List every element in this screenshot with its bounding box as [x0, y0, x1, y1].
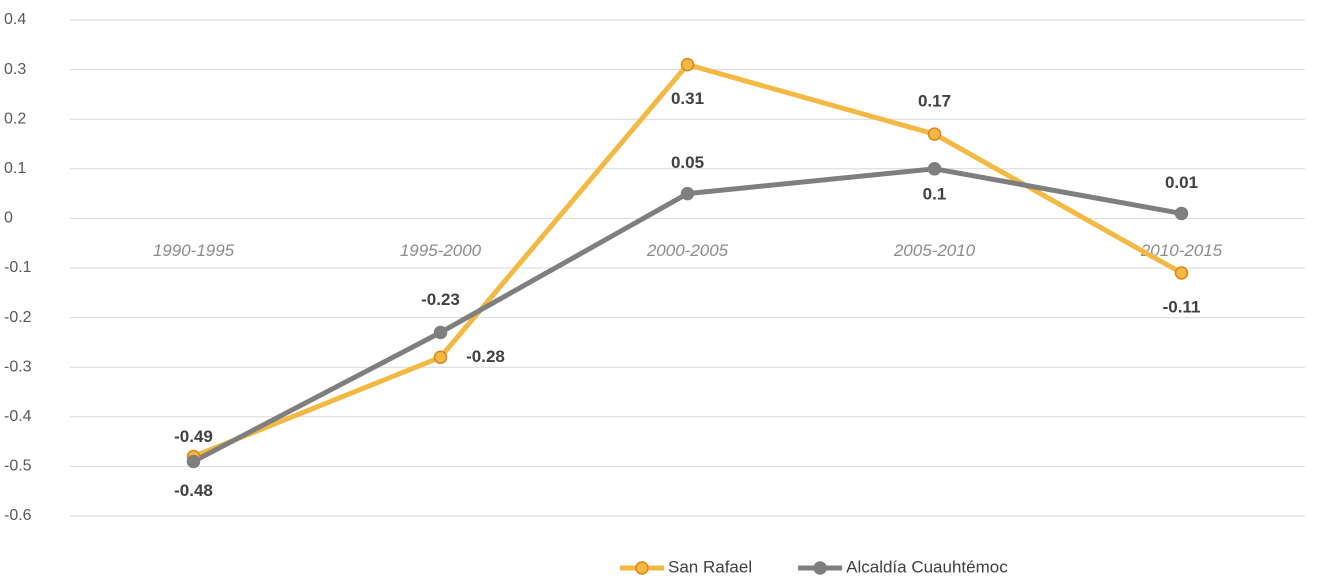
y-tick-label: 0.3 — [4, 61, 26, 78]
y-tick-label: -0.5 — [4, 458, 32, 475]
data-label: -0.49 — [174, 427, 213, 446]
x-tick-label: 2000-2005 — [646, 241, 729, 260]
series-line — [192, 62, 1183, 459]
y-tick-label: 0 — [4, 210, 13, 227]
data-label: 0.31 — [671, 89, 704, 108]
marker — [680, 57, 695, 72]
legend-marker — [635, 561, 649, 575]
data-label: -0.48 — [174, 481, 213, 500]
x-tick-label: 1990-1995 — [153, 241, 235, 260]
data-label: 0.1 — [923, 184, 947, 203]
data-label: 0.17 — [918, 92, 951, 111]
y-tick-label: 0.4 — [4, 11, 26, 28]
marker — [680, 186, 695, 201]
y-tick-label: -0.6 — [4, 507, 32, 524]
x-tick-label: 2010-2015 — [1140, 241, 1223, 260]
y-tick-label: -0.3 — [4, 358, 32, 375]
y-tick-label: -0.1 — [4, 259, 32, 276]
legend-marker — [813, 561, 827, 575]
x-tick-label: 1995-2000 — [400, 241, 482, 260]
marker — [1174, 206, 1189, 221]
data-label: 0.05 — [671, 153, 704, 172]
marker — [433, 350, 448, 365]
marker — [927, 127, 942, 141]
x-tick-label: 2005-2010 — [893, 241, 976, 260]
marker — [927, 162, 942, 176]
y-tick-label: -0.2 — [4, 309, 32, 326]
y-tick-label: 0.2 — [4, 110, 26, 127]
legend-label: San Rafael — [668, 557, 752, 576]
y-tick-label: -0.4 — [4, 408, 32, 425]
data-label: -0.28 — [466, 347, 505, 366]
data-label: -0.23 — [421, 290, 460, 309]
legend-label: Alcaldía Cuauhtémoc — [846, 557, 1008, 576]
data-label: -0.11 — [1163, 297, 1201, 316]
marker — [433, 325, 448, 340]
y-tick-label: 0.1 — [4, 160, 26, 177]
marker — [186, 454, 201, 469]
series-line — [192, 166, 1182, 464]
marker — [1174, 266, 1189, 280]
data-label: 0.01 — [1165, 173, 1198, 192]
